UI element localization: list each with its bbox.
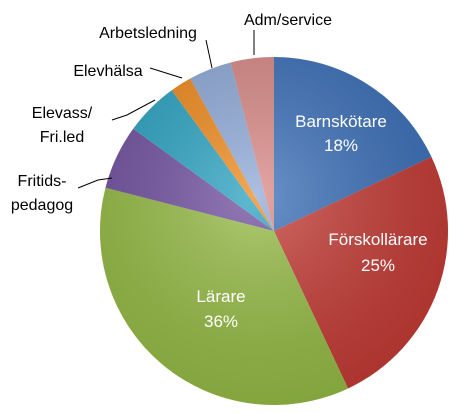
label-elevass-line1: Elevass/	[32, 105, 93, 122]
label-elevass-line2: Fri.led	[40, 129, 84, 146]
label-adm: Adm/service	[244, 12, 332, 29]
label-fritids-line1: Fritids-	[18, 173, 67, 190]
label-arbetsledning: Arbetsledning	[99, 25, 197, 42]
label-forskollarare-pct: 25%	[361, 256, 395, 275]
label-barnskotare-pct: 18%	[324, 136, 358, 155]
leader-elevass	[111, 99, 156, 121]
leader-arbetsledning	[205, 39, 213, 69]
label-larare-pct: 36%	[204, 312, 238, 331]
leader-fritids	[77, 177, 113, 189]
label-fritids-line2: pedagog	[11, 197, 73, 214]
label-larare: Lärare	[196, 287, 245, 306]
label-barnskotare: Barnskötare	[295, 112, 387, 131]
label-elevhalsa: Elevhälsa	[73, 63, 142, 80]
leader-lines	[77, 30, 255, 189]
label-forskollarare: Förskollärare	[328, 230, 427, 249]
leader-elevhalsa	[149, 67, 183, 79]
